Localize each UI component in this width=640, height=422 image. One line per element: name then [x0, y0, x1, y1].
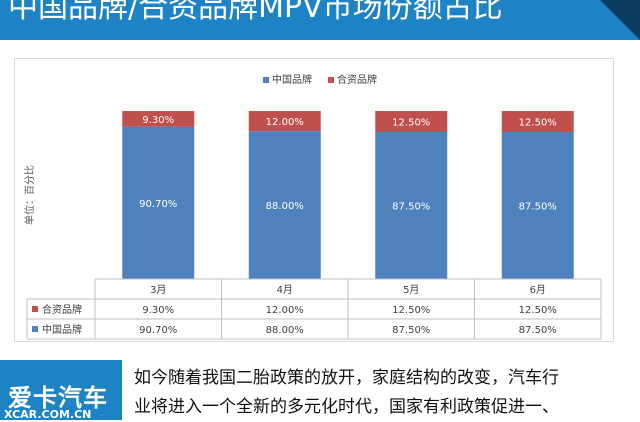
table-row-label: 合资品牌	[42, 303, 82, 316]
bar-segment	[501, 132, 574, 279]
bar-segment	[375, 132, 448, 279]
x-tick-label: 5月	[403, 284, 419, 296]
article-paragraph: 如今随着我国二胎政策的放开，家庭结构的改变，汽车行 业将进入一个全新的多元化时代…	[134, 364, 634, 422]
data-label: 87.50%	[392, 202, 430, 213]
x-tick-label: 6月	[530, 284, 546, 296]
article-line: 如今随着我国二胎政策的放开，家庭结构的改变，汽车行	[134, 368, 559, 388]
y-axis-title: 单位：百分比	[23, 165, 36, 225]
title-banner: 中国品牌/合资品牌MPV市场份额占比	[0, 0, 640, 40]
banner-corner-decoration	[600, 0, 640, 40]
data-label: 9.30%	[142, 115, 174, 126]
legend-swatch	[328, 77, 334, 83]
brand-logo: 爱卡汽车 XCAR.COM.CN	[0, 360, 122, 420]
legend-label: 合资品牌	[337, 73, 377, 86]
article-line: 业将进入一个全新的多元化时代，国家有利政策促进一、	[134, 397, 559, 417]
x-tick-label: 4月	[277, 284, 293, 296]
logo-subtext: XCAR.COM.CN	[4, 408, 92, 420]
legend-label: 中国品牌	[272, 73, 312, 86]
table-cell: 87.50%	[392, 325, 430, 336]
data-label: 12.50%	[519, 118, 557, 129]
table-cell: 88.00%	[266, 325, 304, 336]
table-cell: 9.30%	[142, 305, 174, 316]
data-label: 88.00%	[266, 201, 304, 212]
bar-segment	[122, 111, 195, 127]
bar-segment	[375, 111, 448, 132]
data-label: 90.70%	[139, 199, 177, 210]
table-cell: 12.00%	[266, 305, 304, 316]
page-title: 中国品牌/合资品牌MPV市场份额占比	[8, 0, 503, 25]
logo-text: 爱卡汽车	[8, 384, 108, 412]
table-cell: 12.50%	[392, 305, 430, 316]
table-legend-key	[32, 326, 38, 332]
bar-segment	[501, 111, 574, 132]
data-label: 12.50%	[392, 118, 430, 129]
bar-segment	[122, 126, 195, 280]
table-cell: 12.50%	[519, 305, 557, 316]
data-label: 87.50%	[519, 202, 557, 213]
table-cell: 90.70%	[139, 325, 177, 336]
table-cell: 87.50%	[519, 325, 557, 336]
table-row-label: 中国品牌	[42, 323, 82, 336]
bar-segment	[248, 111, 321, 132]
chart-panel: 中国品牌 合资品牌 单位：百分比 90.70% 9.30% 88.00% 12.00% 87.…	[14, 58, 614, 342]
data-label: 12.00%	[266, 117, 304, 128]
bar-segment	[248, 131, 321, 279]
legend-swatch	[263, 77, 269, 83]
table-legend-key	[32, 306, 38, 312]
x-tick-label: 3月	[150, 284, 166, 296]
